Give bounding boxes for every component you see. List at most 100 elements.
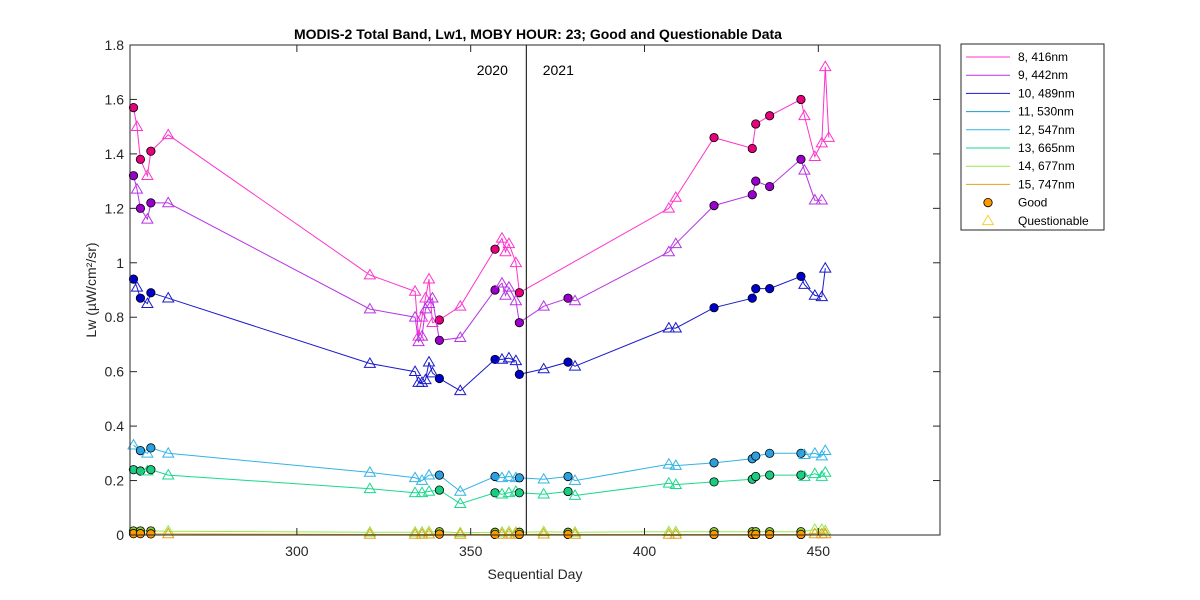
y-tick-label: 0.6 bbox=[105, 364, 125, 380]
good-point-7-23 bbox=[765, 529, 775, 540]
questionable-point-1-14 bbox=[453, 331, 467, 342]
good-point-5-23 bbox=[751, 471, 761, 482]
questionable-point-0-32 bbox=[822, 131, 836, 142]
legend-good-label: Good bbox=[1018, 196, 1047, 210]
questionable-point-7-17 bbox=[568, 527, 582, 539]
good-point-4-21 bbox=[709, 458, 719, 468]
legend-good-marker bbox=[983, 198, 993, 208]
y-tick-label: 0 bbox=[116, 527, 124, 543]
good-point-2-19 bbox=[514, 369, 524, 379]
good-point-1-29 bbox=[765, 181, 775, 192]
legend: 8, 416nm 9, 442nm 10, 489nm 11, 530nm 12, 54… bbox=[960, 43, 1105, 231]
good-point-5-17 bbox=[563, 486, 573, 497]
x-tick-label: 450 bbox=[807, 543, 831, 559]
questionable-point-0-21 bbox=[662, 201, 676, 213]
questionable-point-7-6 bbox=[415, 527, 429, 539]
good-point-0-25 bbox=[751, 119, 761, 129]
questionable-point-1-21 bbox=[537, 299, 551, 311]
questionable-point-7-27 bbox=[818, 527, 832, 539]
good-point-7-20 bbox=[709, 529, 719, 540]
legend-questionable-marker bbox=[981, 214, 995, 226]
questionable-point-5-19 bbox=[662, 476, 676, 488]
good-point-1-0 bbox=[128, 171, 139, 181]
series-line-1 bbox=[133, 158, 822, 344]
questionable-point-1-10 bbox=[419, 302, 432, 314]
x-tick-label: 300 bbox=[285, 543, 309, 559]
questionable-point-1-24 bbox=[662, 245, 676, 257]
legend-questionable-label: Questionable bbox=[1018, 214, 1089, 228]
questionable-point-2-14 bbox=[453, 384, 467, 396]
good-point-7-2 bbox=[146, 529, 156, 539]
questionable-point-1-8 bbox=[412, 335, 425, 347]
questionable-point-2-20 bbox=[537, 362, 551, 374]
questionable-point-6-12 bbox=[502, 525, 516, 537]
questionable-point-4-28 bbox=[815, 449, 829, 461]
questionable-point-2-5 bbox=[161, 291, 175, 303]
good-point-7-10 bbox=[490, 529, 500, 540]
questionable-point-1-23 bbox=[568, 294, 582, 306]
questionable-point-0-3 bbox=[141, 169, 154, 181]
axis-ticks: 0 0.2 0.4 0.6 0.8 1 1.2 1.4 1.6 1.8 300 350 400 450 bbox=[105, 37, 940, 559]
questionable-point-0-6 bbox=[363, 268, 377, 280]
questionable-point-6-11 bbox=[495, 525, 509, 537]
questionable-point-4-12 bbox=[495, 471, 509, 483]
good-point-4-24 bbox=[765, 448, 775, 458]
good-point-2-28 bbox=[765, 284, 775, 294]
questionable-point-4-13 bbox=[502, 469, 516, 481]
questionable-point-2-10 bbox=[419, 373, 432, 385]
questionable-point-0-7 bbox=[408, 284, 422, 296]
questionable-point-0-5 bbox=[161, 128, 175, 140]
questionable-point-1-18 bbox=[502, 280, 516, 292]
questionable-point-5-7 bbox=[415, 486, 429, 498]
questionable-point-1-9 bbox=[415, 329, 429, 341]
questionable-point-1-12 bbox=[426, 291, 439, 303]
questionable-point-7-11 bbox=[495, 527, 509, 539]
good-point-4-9 bbox=[434, 470, 444, 480]
questionable-point-6-18 bbox=[662, 525, 676, 537]
good-point-7-24 bbox=[796, 529, 806, 540]
good-point-4-23 bbox=[751, 451, 761, 461]
questionable-point-2-3 bbox=[141, 297, 154, 308]
questionable-point-1-5 bbox=[161, 196, 175, 208]
questionable-point-2-22 bbox=[568, 359, 582, 371]
questionable-point-2-7 bbox=[408, 365, 422, 377]
questionable-point-1-16 bbox=[495, 276, 509, 288]
x-tick-label: 400 bbox=[633, 543, 657, 559]
questionable-point-6-19 bbox=[669, 525, 683, 537]
questionable-point-7-7 bbox=[422, 527, 436, 539]
y-tick-label: 1 bbox=[116, 255, 124, 271]
questionable-point-0-1 bbox=[130, 120, 144, 132]
questionable-point-1-3 bbox=[141, 212, 154, 224]
questionable-point-7-12 bbox=[502, 527, 516, 539]
questionable-point-7-4 bbox=[363, 527, 377, 539]
questionable-point-4-10 bbox=[453, 484, 467, 496]
questionable-point-1-19 bbox=[509, 294, 523, 306]
legend-label-0: 8, 416nm bbox=[1018, 50, 1068, 64]
legend-label-2: 10, 489nm bbox=[1018, 86, 1075, 100]
legend-label-4: 12, 547nm bbox=[1018, 123, 1075, 137]
questionable-point-5-28 bbox=[815, 469, 829, 481]
x-axis-label: Sequential Day bbox=[488, 566, 583, 582]
questionable-point-5-16 bbox=[537, 487, 551, 499]
plot-frame bbox=[129, 44, 941, 536]
questionable-point-2-30 bbox=[798, 278, 811, 289]
questionable-point-0-18 bbox=[502, 237, 516, 249]
questionable-point-4-26 bbox=[798, 448, 811, 460]
good-point-0-20 bbox=[514, 288, 524, 298]
good-point-0-4 bbox=[146, 146, 156, 156]
questionable-point-2-9 bbox=[415, 376, 429, 387]
good-point-5-15 bbox=[514, 488, 524, 498]
good-point-7-14 bbox=[514, 529, 524, 540]
y-tick-label: 1.4 bbox=[105, 146, 125, 162]
questionable-point-6-17 bbox=[568, 525, 582, 537]
questionable-point-2-24 bbox=[669, 321, 683, 333]
good-point-5-24 bbox=[765, 470, 775, 480]
questionable-point-0-19 bbox=[509, 256, 523, 268]
questionable-point-5-20 bbox=[669, 478, 683, 489]
questionable-point-5-26 bbox=[798, 469, 811, 481]
good-point-1-15 bbox=[490, 285, 500, 295]
y-tick-label: 1.6 bbox=[105, 91, 125, 107]
good-point-7-16 bbox=[563, 529, 573, 540]
questionable-point-5-27 bbox=[808, 467, 822, 479]
